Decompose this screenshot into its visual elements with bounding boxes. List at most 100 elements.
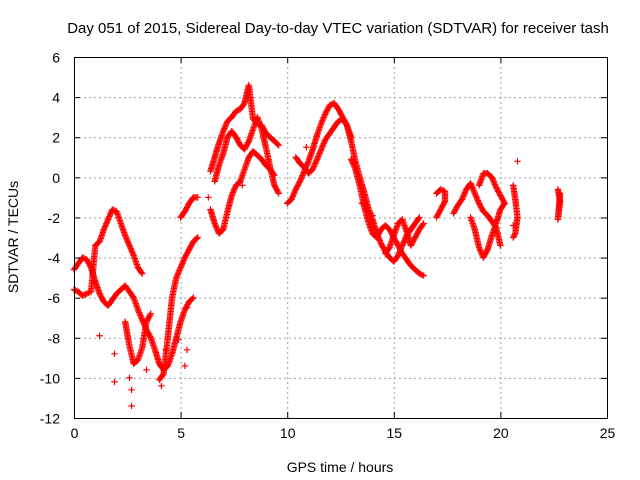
data-point: [137, 312, 144, 319]
data-point: [239, 182, 246, 189]
y-tick-label: -6: [48, 290, 61, 306]
data-point: [173, 274, 180, 281]
y-tick-label: -2: [48, 210, 61, 226]
data-point: [230, 187, 237, 195]
data-point: [474, 197, 482, 204]
y-tick-label: -4: [48, 250, 61, 266]
data-point: [369, 212, 376, 219]
data-point: [125, 240, 133, 248]
data-point: [461, 190, 468, 197]
data-point: [122, 233, 129, 241]
data-point: [315, 153, 322, 160]
data-point: [477, 247, 484, 254]
data-point: [377, 238, 384, 246]
data-point: [475, 182, 483, 189]
data-point: [318, 118, 326, 125]
data-point: [459, 194, 466, 202]
data-point: [175, 268, 182, 276]
y-tick-label: -8: [48, 330, 61, 346]
data-point: [297, 176, 304, 184]
data-point: [129, 249, 136, 256]
data-point: [316, 150, 323, 157]
data-point: [399, 240, 407, 248]
data-point: [299, 170, 307, 178]
data-point: [128, 248, 136, 255]
data-point: [138, 269, 145, 276]
y-tick-label: -10: [40, 370, 60, 386]
data-point: [349, 160, 357, 167]
data-point: [350, 161, 357, 169]
data-point: [129, 250, 137, 258]
data-point: [472, 193, 480, 200]
data-point: [176, 265, 184, 273]
data-point: [319, 117, 326, 124]
data-point: [125, 239, 132, 246]
data-point: [358, 200, 366, 207]
data-point: [111, 350, 118, 358]
data-point: [180, 257, 187, 264]
data-point: [80, 255, 88, 262]
data-point: [460, 193, 467, 200]
data-point: [475, 198, 482, 206]
data-point: [80, 291, 88, 299]
data-point: [139, 316, 146, 323]
data-point: [221, 125, 228, 132]
data-point: [72, 287, 79, 294]
data-point: [441, 199, 448, 206]
data-point: [514, 158, 521, 165]
data-point: [317, 147, 324, 154]
data-point: [110, 206, 117, 214]
data-point: [483, 247, 491, 255]
data-point: [288, 196, 295, 203]
data-point: [183, 304, 191, 311]
data-point: [173, 272, 181, 280]
data-point: [318, 144, 326, 152]
data-point: [213, 224, 220, 231]
data-point: [135, 309, 143, 316]
data-point: [101, 224, 108, 232]
data-point: [158, 382, 165, 390]
data-point: [491, 181, 499, 188]
data-point: [316, 148, 324, 156]
data-point: [320, 114, 327, 121]
data-point: [83, 290, 90, 297]
data-point: [222, 122, 229, 129]
data-point: [309, 166, 316, 173]
data-point: [275, 190, 282, 197]
data-point: [139, 270, 146, 277]
data-point: [326, 101, 334, 109]
data-point: [274, 141, 281, 148]
data-point: [304, 160, 311, 168]
data-point: [303, 144, 310, 151]
data-point: [312, 158, 320, 166]
data-point: [351, 163, 358, 170]
data-point: [320, 140, 327, 147]
data-point: [137, 313, 145, 321]
data-point: [417, 271, 425, 278]
data-point: [212, 221, 219, 229]
y-tick-label: 2: [52, 130, 60, 146]
data-point: [275, 142, 282, 149]
x-tick-label: 20: [493, 425, 509, 441]
data-point: [178, 261, 186, 268]
data-point: [128, 246, 135, 254]
data-point: [416, 214, 423, 221]
data-point: [400, 239, 407, 246]
data-point: [176, 267, 183, 274]
plot-frame: [74, 57, 608, 419]
data-point: [221, 123, 229, 131]
data-point: [467, 180, 474, 187]
data-point: [104, 217, 111, 225]
data-point: [313, 156, 321, 163]
data-point: [127, 245, 134, 252]
data-point: [458, 196, 466, 203]
data-point: [349, 158, 356, 166]
data-point: [103, 220, 110, 227]
data-point: [101, 223, 109, 230]
data-point: [556, 190, 564, 197]
data-point: [79, 292, 86, 299]
data-point: [104, 216, 112, 223]
data-point: [190, 294, 197, 301]
